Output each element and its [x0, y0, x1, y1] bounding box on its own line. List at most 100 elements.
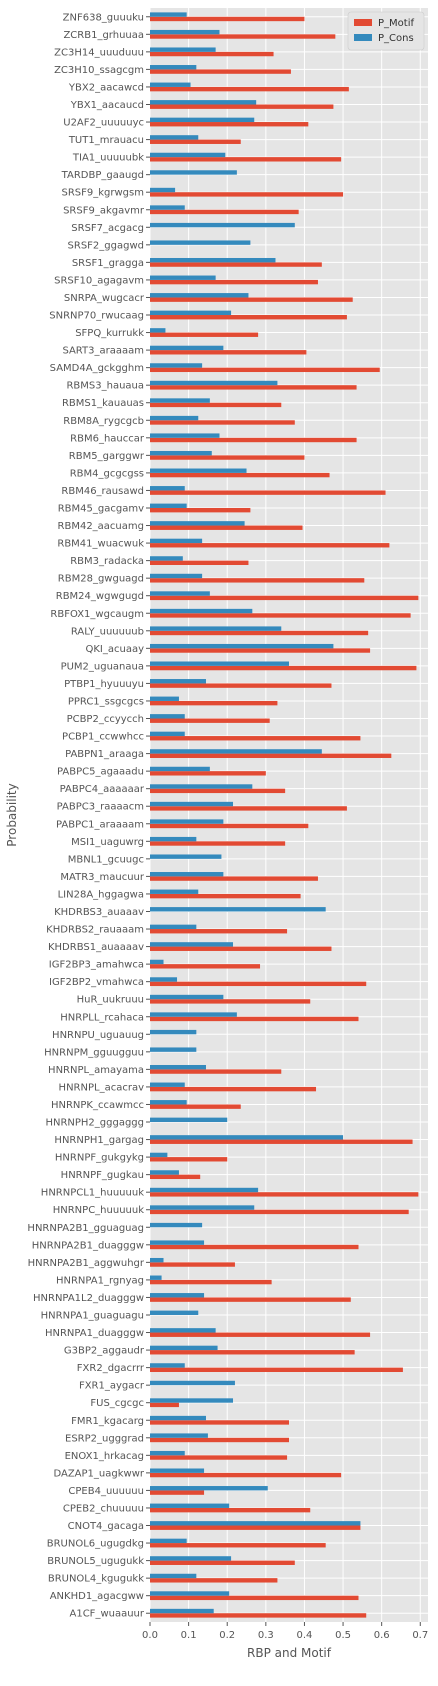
bar-p-cons-igf2bp2-vmahwca [150, 977, 178, 982]
y-tick-label-rbm46-rausawd: RBM46_rausawd [61, 486, 144, 497]
y-tick-label-hnrnpl-acacrav: HNRNPL_acacrav [59, 1082, 145, 1093]
bar-p-cons-znf638-guuuku [150, 12, 187, 17]
y-tick-label-ybx2-aacawcd: YBX2_aacawcd [68, 82, 144, 93]
bar-p-motif-brunol6-ugugdkg [150, 1543, 326, 1548]
bar-p-motif-rbm28-gwguagd [150, 578, 365, 583]
bar-p-motif-tia1-uuuuubk [150, 157, 342, 162]
bar-p-motif-fmr1-kgacarg [150, 1420, 289, 1425]
bar-p-cons-tia1-uuuuubk [150, 152, 226, 158]
y-tick-label-rbm6-hauccar: RBM6_hauccar [70, 433, 145, 444]
bar-p-cons-fus-cgcgc [150, 1398, 234, 1403]
bar-p-cons-srsf1-gragga [150, 257, 276, 263]
bar-p-motif-srsf9-akgavmr [150, 209, 299, 215]
y-tick-label-hnrnpa1-rgnyag: HNRNPA1_rgnyag [56, 1275, 144, 1286]
bar-p-cons-hnrnpa2b1-duagggw [150, 1240, 205, 1245]
y-tick-label-pabpc4-aaaaaar: PABPC4_aaaaaar [60, 784, 145, 795]
bar-p-motif-g3bp2-aggaudr [150, 1350, 355, 1355]
y-tick-label-khdrbs3-auaaav: KHDRBS3_auaaav [54, 907, 144, 918]
bar-p-cons-rbm6-hauccar [150, 433, 220, 438]
y-tick-label-esrp2-ugggrad: ESRP2_ugggrad [65, 1433, 144, 1444]
y-tick-label-rbms3-hauaua: RBMS3_hauaua [66, 381, 144, 392]
x-tick-label: 0.1 [181, 1630, 197, 1641]
y-tick-label-qki-acuaay: QKI_acuaay [85, 644, 144, 655]
y-tick-label-hnrnpl-amayama: HNRNPL_amayama [48, 1065, 144, 1076]
bar-p-cons-rbms3-hauaua [150, 380, 278, 386]
y-tick-label-pum2-uguanaua: PUM2_uguanaua [61, 661, 144, 672]
y-tick-label-hnrnpa2b1-gguaguag: HNRNPA2B1_gguaguag [27, 1223, 144, 1234]
bar-p-motif-igf2bp3-amahwca [150, 964, 261, 969]
bar-p-cons-pabpn1-araaga [150, 749, 322, 754]
bar-p-motif-pprc1-ssgcgcs [150, 700, 278, 706]
bar-p-cons-brunol4-kgugukk [150, 1573, 197, 1579]
y-tick-label-srsf2-ggagwd: SRSF2_ggagwd [68, 240, 144, 251]
y-tick-label-rbm41-wuacwuk: RBM41_wuacwuk [57, 539, 144, 550]
bar-p-cons-rbm4-gcgcgss [150, 468, 247, 473]
bar-p-cons-rbm41-wuacwuk [150, 538, 203, 544]
y-tick-label-matr3-maucuur: MATR3_maucuur [60, 872, 144, 883]
bar-p-cons-rbms1-kauauas [150, 398, 210, 403]
y-axis-title: Probability [5, 783, 19, 846]
bar-p-cons-hnrnpa2b1-gguaguag [150, 1222, 203, 1228]
bar-p-cons-ybx1-aacaucd [150, 100, 257, 105]
bar-p-cons-hnrnpm-gguugguu [150, 1047, 197, 1052]
bar-p-cons-rbm42-aacuamg [150, 521, 245, 526]
y-tick-label-snrnp70-rwucaag: SNRNP70_rwucaag [49, 311, 144, 322]
y-tick-label-fus-cgcgc: FUS_cgcgc [90, 1398, 144, 1409]
y-tick-label-a1cf-wuaauur: A1CF_wuaauur [70, 1609, 145, 1620]
bar-p-motif-zc3h10-ssagcgm [150, 69, 291, 74]
y-tick-label-ybx1-aacaucd: YBX1_aacaucd [70, 100, 144, 111]
bar-p-cons-pabpc1-araaaam [150, 819, 224, 824]
x-tick-label: 0.3 [258, 1630, 274, 1641]
bar-p-motif-igf2bp2-vmahwca [150, 981, 367, 987]
y-tick-label-pabpc3-raaaacm: PABPC3_raaaacm [57, 802, 144, 813]
y-tick-label-hnrnpa2b1-aggwuhgr: HNRNPA2B1_aggwuhgr [28, 1258, 145, 1269]
bar-p-motif-sart3-araaaam [150, 350, 307, 355]
bar-p-motif-hnrnpl-amayama [150, 1069, 282, 1074]
bar-p-motif-hur-uukruuu [150, 999, 311, 1004]
bar-p-cons-dazap1-uagkwwr [150, 1468, 205, 1473]
bar-p-cons-srsf9-kgrwgsm [150, 187, 176, 193]
bar-p-motif-khdrbs2-rauaaam [150, 929, 288, 934]
bars [150, 12, 419, 1618]
bar-p-cons-hnrnpk-ccawmcc [150, 1100, 187, 1105]
bar-p-motif-enox1-hrkacag [150, 1455, 288, 1460]
bar-p-cons-hnrnpc-huuuuuk [150, 1205, 255, 1210]
bar-p-cons-hnrnpu-uguauug [150, 1029, 197, 1035]
bar-p-cons-esrp2-ugggrad [150, 1433, 208, 1438]
bar-p-cons-srsf10-agagavm [150, 275, 216, 280]
bar-p-cons-cpeb4-uuuuuu [150, 1486, 268, 1491]
legend-label-p-motif: P_Motif [378, 18, 414, 29]
bar-p-motif-pabpc3-raaaacm [150, 806, 347, 811]
y-tick-label-ptbp1-hyuuuyu: PTBP1_hyuuuyu [64, 679, 144, 690]
y-tick-label-zcrb1-grhuuaa: ZCRB1_grhuuaa [63, 30, 144, 41]
bar-p-motif-rbm3-radacka [150, 560, 249, 566]
bar-p-motif-dazap1-uagkwwr [150, 1472, 342, 1478]
bar-p-motif-msi1-uaguwrg [150, 841, 286, 846]
bar-p-motif-qki-acuaay [150, 648, 371, 653]
y-tick-label-sart3-araaaam: SART3_araaaam [62, 346, 144, 357]
bar-p-motif-sfpq-kurrukk [150, 332, 259, 337]
bar-p-cons-rbm24-wgwgugd [150, 591, 210, 596]
bar-p-motif-rbm45-gacgamv [150, 507, 251, 513]
bar-p-cons-hnrnpa1-duagggw [150, 1328, 216, 1333]
x-tick-label: 0.0 [142, 1630, 158, 1641]
bar-p-cons-hnrnpl-acacrav [150, 1082, 185, 1087]
y-tick-label-srsf9-kgrwgsm: SRSF9_kgrwgsm [62, 188, 145, 199]
y-tick-label-samd4a-gckgghm: SAMD4A_gckgghm [50, 363, 144, 374]
bar-p-cons-hnrnpa1-rgnyag [150, 1275, 162, 1280]
y-tick-label-rbm3-radacka: RBM3_radacka [70, 556, 144, 567]
bar-p-motif-ptbp1-hyuuuyu [150, 683, 332, 688]
bar-p-cons-rbm3-radacka [150, 556, 183, 561]
x-tick-labels: 0.0 0.1 0.2 0.3 0.4 0.5 0.6 0.7 [142, 1622, 428, 1641]
y-tick-label-srsf10-agagavm: SRSF10_agagavm [54, 275, 144, 286]
bar-p-motif-hnrnpa2b1-duagggw [150, 1244, 359, 1250]
bar-p-motif-khdrbs1-auaaaav [150, 946, 332, 951]
y-tick-label-raly-uuuuuub: RALY_uuuuuub [71, 626, 144, 637]
y-tick-labels: ZNF638_guuuku ZCRB1_grhuuaa ZC3H14_uuuduuu… [27, 12, 150, 1620]
bar-p-motif-rbm41-wuacwuk [150, 543, 390, 548]
y-tick-label-rbm45-gacgamv: RBM45_gacgamv [58, 503, 144, 514]
bar-p-cons-hnrnpcl1-huuuuuk [150, 1187, 259, 1193]
bar-p-cons-zcrb1-grhuuaa [150, 29, 220, 35]
bar-p-cons-rbm46-rausawd [150, 486, 185, 491]
